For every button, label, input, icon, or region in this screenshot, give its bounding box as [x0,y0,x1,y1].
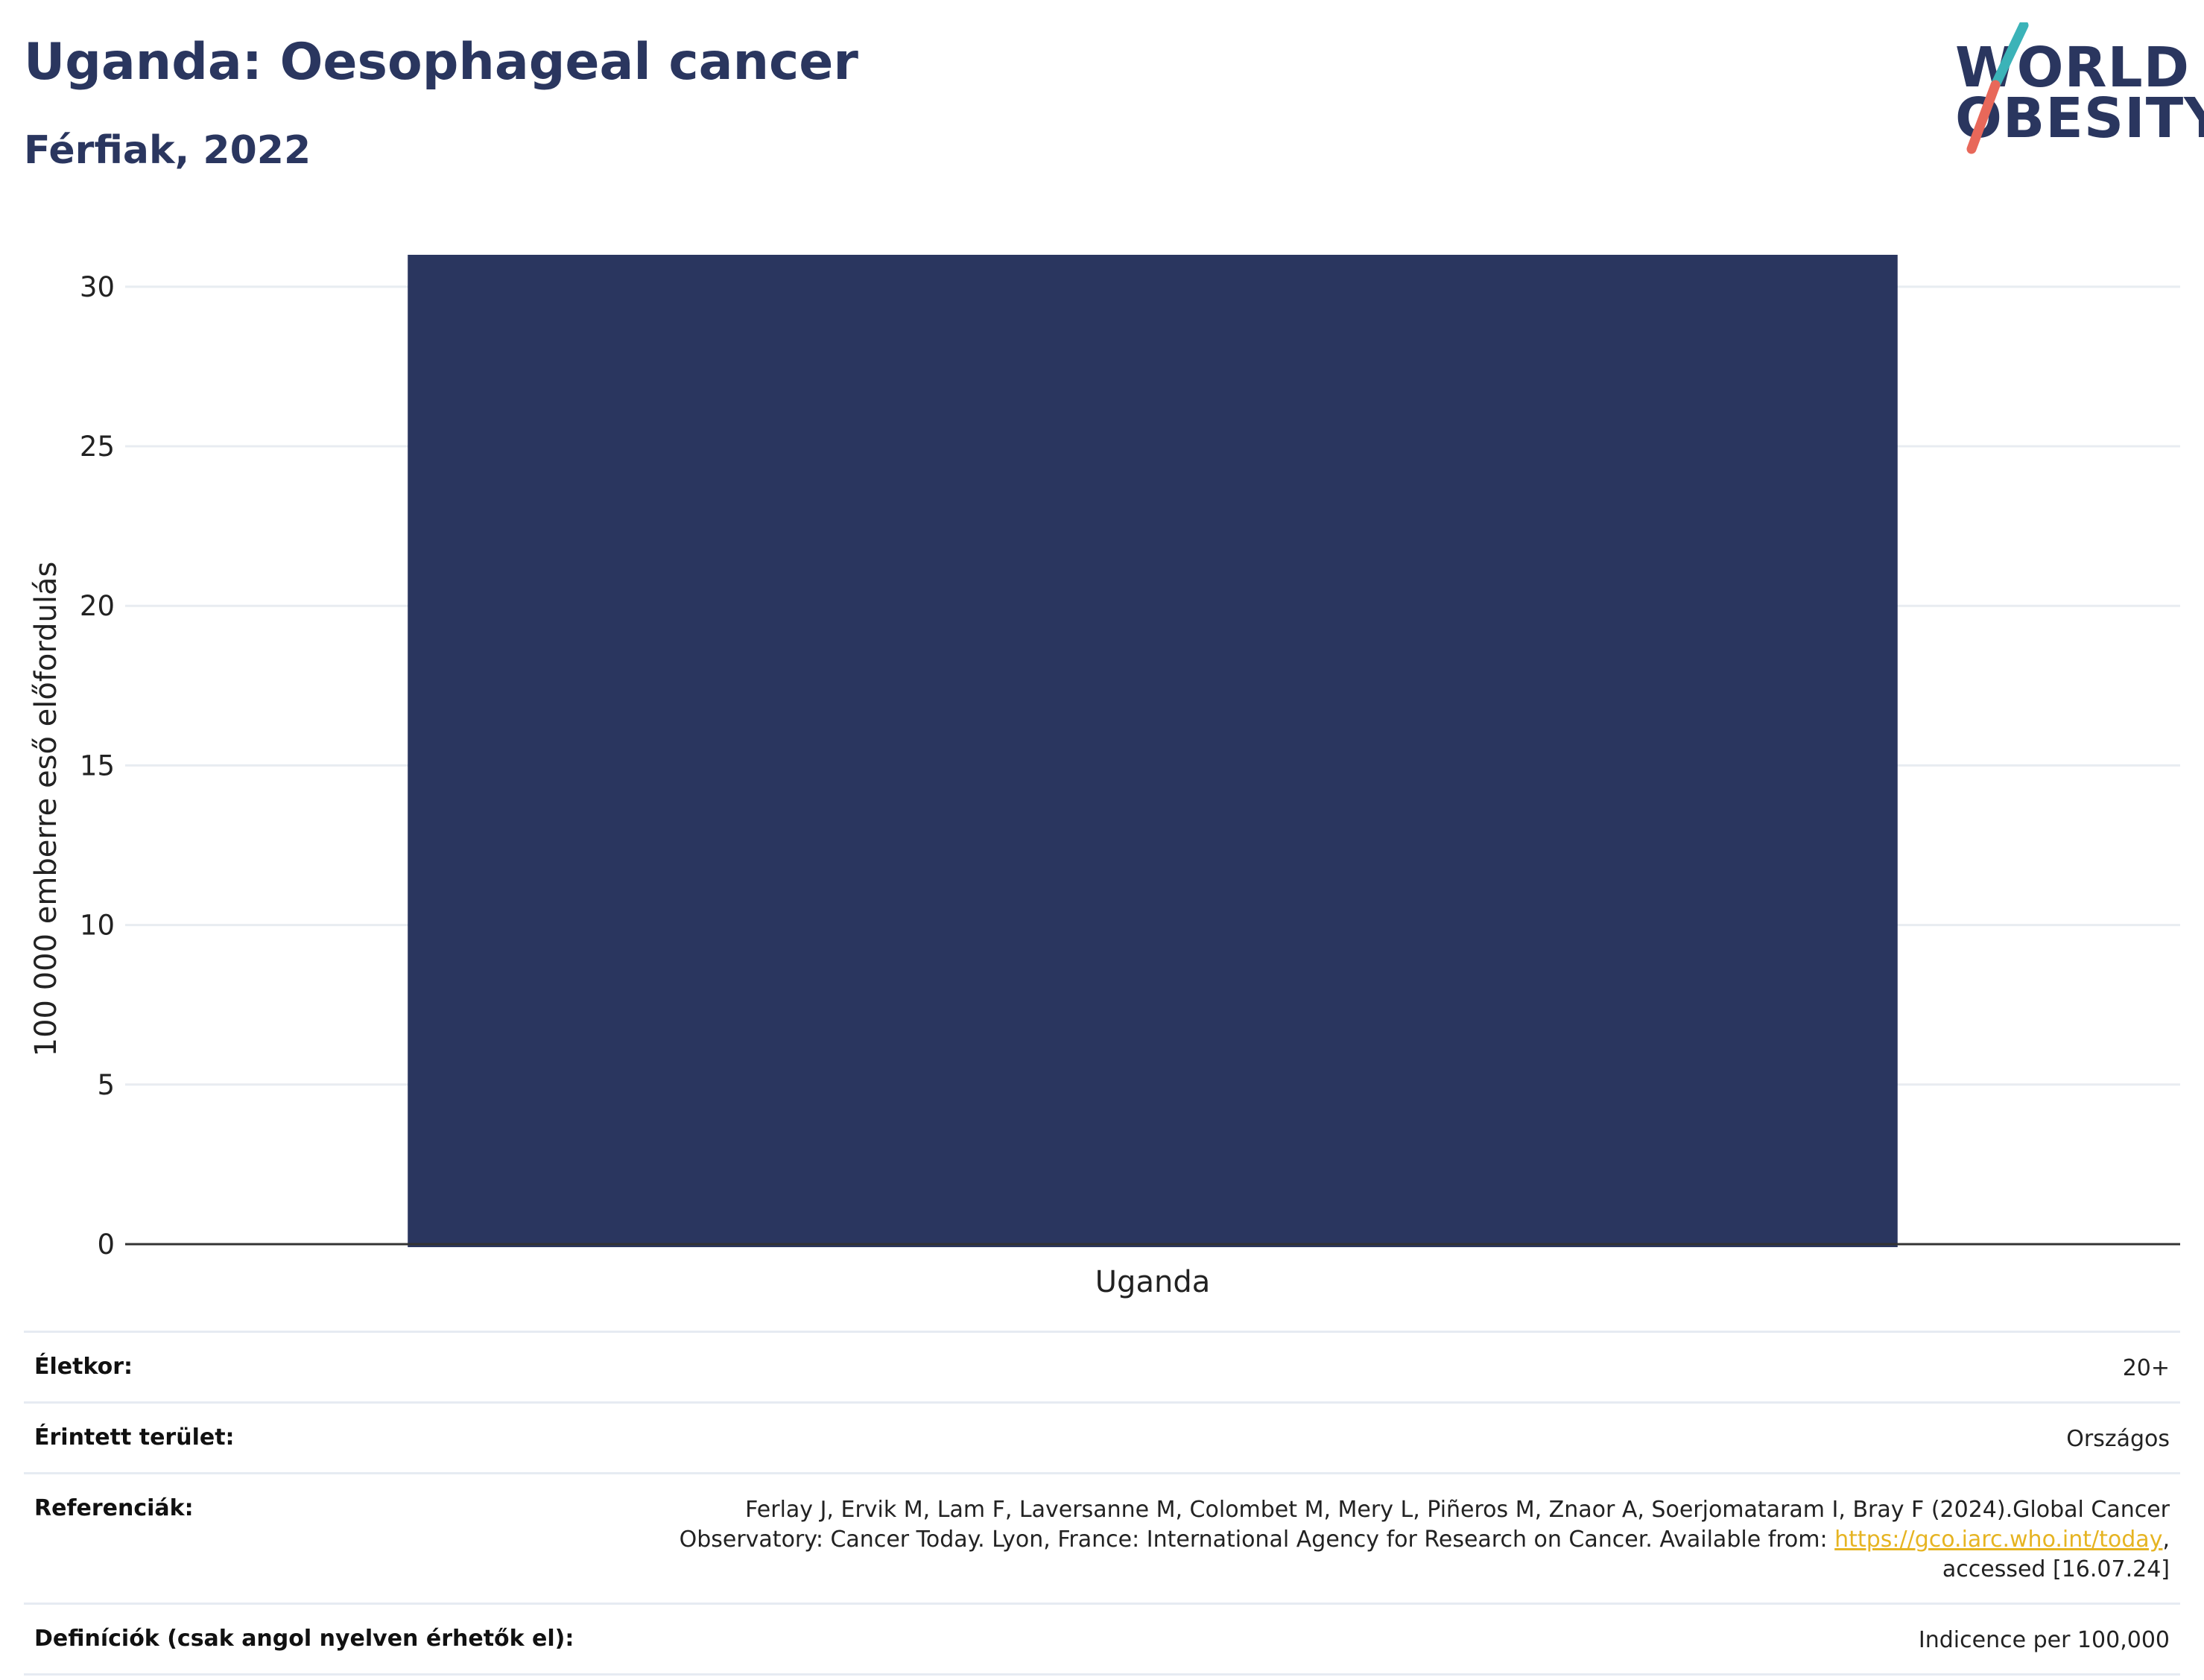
reference-link[interactable]: https://gco.iarc.who.int/today [1834,1527,2163,1553]
y-tick-label: 20 [80,590,115,622]
age-value: 20+ [2122,1355,2170,1381]
y-tick-label: 10 [80,910,115,942]
area-label: Érintett terület: [34,1424,235,1451]
reference-line-2-end: , [2162,1527,2170,1553]
metadata-table: Életkor: 20+ Érintett terület: Országos … [24,1331,2180,1676]
logo-slash-top [1990,22,2029,90]
meta-row-age: Életkor: 20+ [24,1331,2180,1401]
meta-row-definitions: Definíciók (csak angol nyelven érhetők e… [24,1603,2180,1676]
references-label: Referenciák: [34,1495,194,1521]
meta-row-references: Referenciák: Ferlay J, Ervik M, Lam F, L… [24,1472,2180,1603]
logo-word-obesity: OBESITY [1955,86,2204,150]
logo-slash-icon [1966,22,2029,154]
y-tick-label: 15 [80,749,115,782]
definitions-value: Indicence per 100,000 [1918,1627,2170,1653]
y-tick-label: 30 [80,271,115,303]
meta-row-area: Érintett terület: Országos [24,1401,2180,1472]
age-label: Életkor: [34,1354,133,1380]
world-obesity-logo: WORLD OBESITY [1937,22,2204,156]
y-tick-label: 25 [80,431,115,463]
reference-line-3: accessed [16.07.24] [1942,1556,2170,1582]
chart-subtitle: Férfiak, 2022 [24,128,311,173]
area-value: Országos [2066,1426,2170,1452]
reference-line-2: Observatory: Cancer Today. Lyon, France:… [679,1527,1835,1553]
bar-chart: 0 5 10 15 20 25 30 Uganda [80,255,2180,1299]
logo-slash-bottom [1966,80,2001,154]
reference-line-1: Ferlay J, Ervik M, Lam F, Laversanne M, … [745,1497,2170,1523]
y-tick-label: 5 [97,1069,115,1101]
y-tick-label: 0 [97,1229,115,1261]
y-axis-title: 100 000 emberre eső előfordulás [29,561,63,1057]
x-tick-label: Uganda [1095,1265,1210,1299]
references-value: Ferlay J, Ervik M, Lam F, Laversanne M, … [568,1495,2170,1585]
definitions-label: Definíciók (csak angol nyelven érhetők e… [34,1626,574,1652]
chart-title: Uganda: Oesophageal cancer [24,33,858,92]
bar [408,255,1898,1247]
